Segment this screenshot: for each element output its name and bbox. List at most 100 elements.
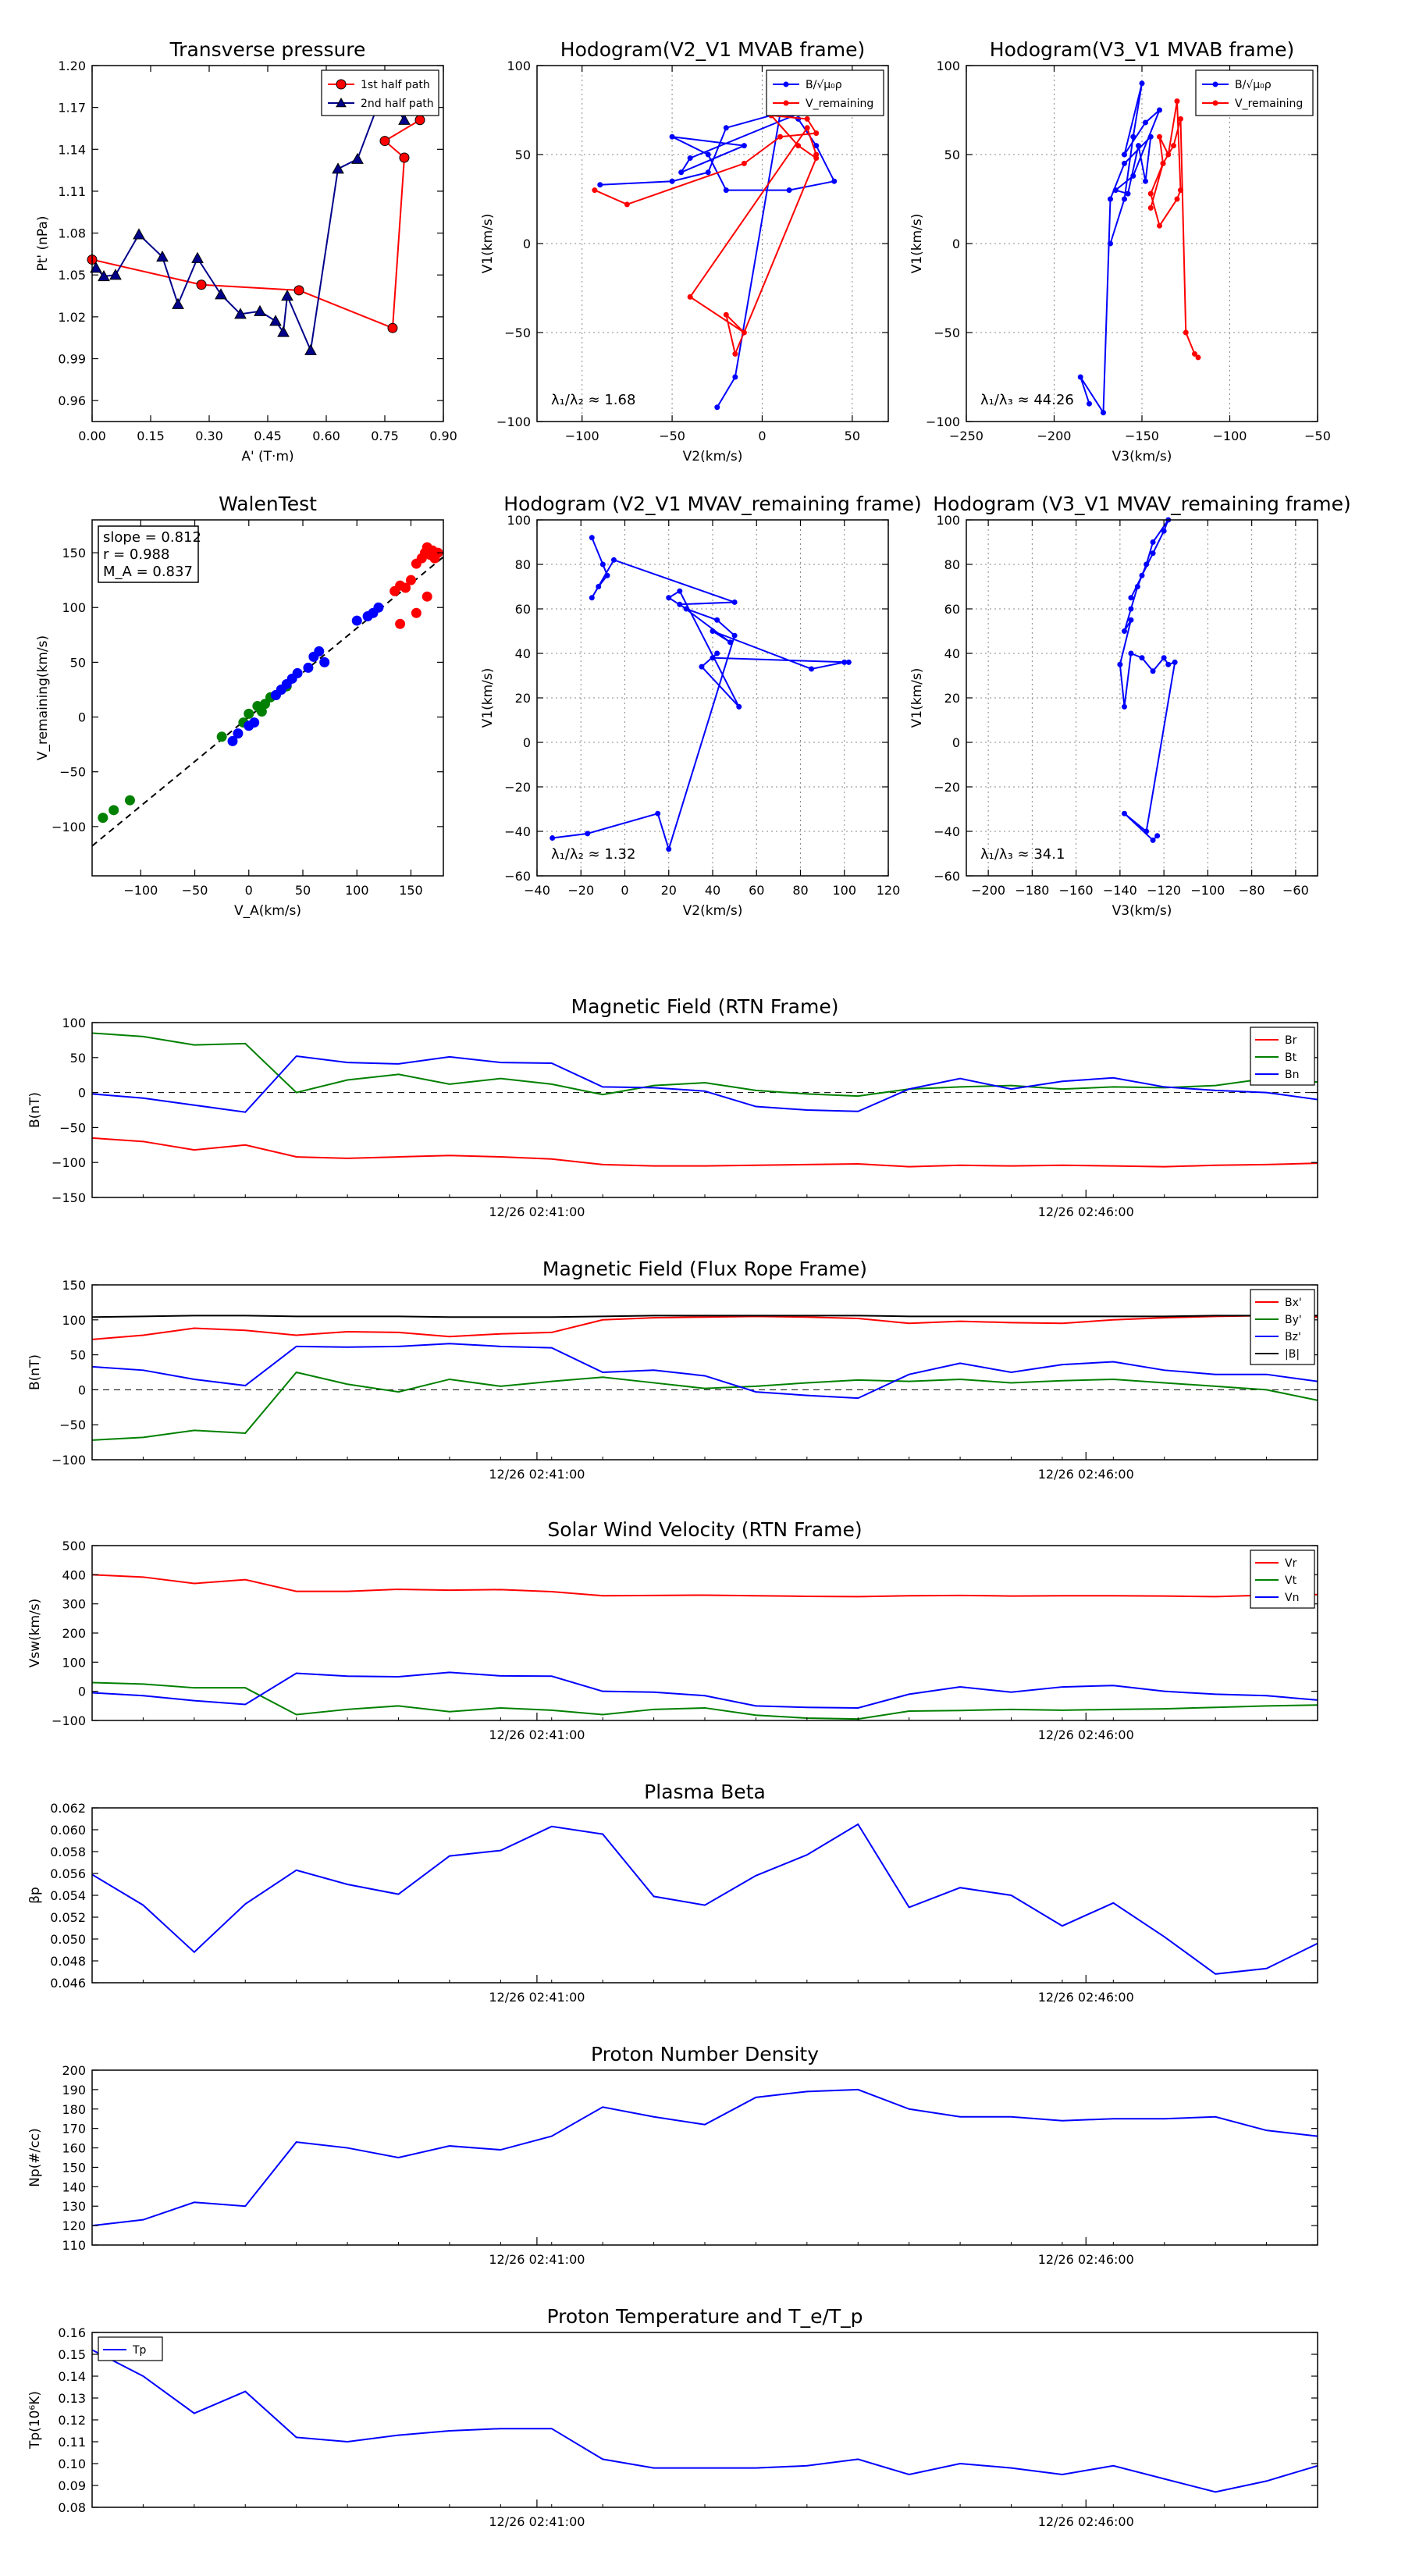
data-point (332, 162, 344, 174)
y-tick-label: 400 (62, 1567, 86, 1582)
series-line-Br (91, 1137, 1318, 1168)
y-tick-label: 0.056 (50, 1866, 86, 1881)
x-tick-label: 80 (792, 883, 808, 898)
y-tick-label: −100 (52, 1155, 86, 1170)
data-point (293, 285, 304, 296)
data-point (1157, 133, 1162, 140)
chart-title: Proton Number Density (591, 2043, 819, 2065)
data-point (1192, 350, 1197, 357)
data-point (234, 308, 247, 319)
x-tick-label: −100 (565, 429, 599, 443)
data-point (156, 250, 169, 262)
eigenvalue-ratio-label: λ₁/λ₃ ≈ 44.26 (980, 392, 1074, 408)
data-point (1178, 116, 1183, 122)
y-tick-label: −100 (926, 415, 960, 429)
data-point (1171, 143, 1176, 149)
y-axis-label: V_remaining(km/s) (35, 635, 51, 760)
data-point (1161, 655, 1167, 661)
x-axis-label: V3(km/s) (1112, 903, 1172, 919)
data-point (351, 152, 364, 164)
data-point (732, 350, 738, 357)
y-tick-label: 80 (944, 557, 960, 572)
y-axis-label: V1(km/s) (909, 668, 925, 728)
y-tick-label: −100 (52, 1713, 86, 1728)
y-tick-label: 40 (515, 646, 531, 661)
y-tick-label: 0.16 (58, 2325, 86, 2340)
y-tick-label: 1.11 (58, 184, 86, 199)
chart-h4: −200 −180 −160 −140 −120 −100 −80 −60−60−40−200… (909, 493, 1351, 919)
y-tick-label: 0 (952, 735, 960, 750)
data-point (705, 169, 711, 176)
data-point (777, 133, 784, 140)
y-tick-label: 1.05 (58, 268, 86, 283)
x-tick-label: −120 (1147, 883, 1181, 898)
x-tick-label: 12/26 02:41:00 (489, 1467, 585, 1482)
y-tick-label: 150 (62, 2160, 86, 2175)
series-line-Bz' (91, 1343, 1318, 1400)
data-point (319, 656, 330, 667)
data-point (585, 831, 591, 837)
x-tick-label: 0 (758, 429, 766, 443)
data-point (741, 143, 747, 149)
x-tick-label: 0.45 (254, 429, 282, 443)
legend-label: V_remaining (1235, 98, 1303, 110)
axes-frame (91, 1807, 1318, 1984)
data-point (254, 304, 266, 316)
data-point (1165, 151, 1172, 158)
y-tick-label: −150 (52, 1190, 86, 1205)
x-tick-label: −40 (524, 883, 550, 898)
data-point (714, 617, 720, 623)
y-tick-label: 80 (515, 557, 531, 572)
x-tick-label: 0.15 (137, 429, 165, 443)
legend (766, 69, 884, 116)
data-point (379, 136, 390, 147)
x-tick-label: 12/26 02:41:00 (489, 1727, 585, 1742)
x-axis-label: V2(km/s) (683, 903, 743, 919)
y-axis-label: Np(#/cc) (27, 2128, 43, 2186)
x-tick-label: 0 (621, 883, 628, 898)
data-point (1125, 190, 1131, 197)
series-line-1 (91, 119, 421, 329)
data-point (1150, 539, 1156, 545)
legend-label: Bn (1285, 1069, 1299, 1081)
data-point (736, 703, 742, 710)
data-point (1147, 205, 1154, 211)
x-tick-label: −100 (123, 883, 158, 898)
y-tick-label: 130 (62, 2199, 86, 2214)
chart-pb: 0.046 0.048 0.050 0.052 0.054 0.056 0.058 0.060… (27, 1781, 1318, 2005)
y-tick-label: 0.060 (50, 1823, 86, 1838)
data-point (1139, 80, 1145, 87)
axes-frame (91, 1545, 1318, 1721)
y-tick-label: 0 (952, 237, 960, 251)
data-point (109, 269, 122, 280)
data-point (677, 588, 683, 594)
series-line-1 (1119, 519, 1176, 841)
x-tick-label: 50 (845, 429, 860, 443)
data-point (304, 343, 317, 355)
data-point (678, 169, 685, 176)
chart-title: Hodogram(V2_V1 MVAB frame) (560, 38, 865, 61)
y-axis-label: V1(km/s) (909, 214, 925, 274)
data-point (597, 182, 603, 188)
data-point (395, 618, 406, 629)
data-point (1108, 196, 1113, 202)
y-tick-label: 0.052 (50, 1910, 86, 1925)
x-tick-label: −100 (1190, 883, 1225, 898)
series-line-1 (599, 107, 836, 408)
data-point (714, 404, 720, 411)
data-point (687, 294, 693, 300)
y-tick-label: 60 (515, 602, 531, 617)
y-tick-label: 0 (78, 1086, 86, 1101)
y-tick-label: 100 (507, 59, 531, 73)
x-tick-label: −50 (659, 429, 685, 443)
data-point (233, 728, 244, 739)
chart-h3: −40 −20 0 20 40 60 80 100 120−60−40−200204060801… (480, 493, 922, 919)
data-point (710, 655, 716, 661)
legend-label: B/√μ₀ρ (1235, 79, 1272, 91)
chart-pnd: 110 120 130 140 150 160 170 180 190 200 12/26 02:4… (27, 2043, 1318, 2267)
data-point (604, 572, 610, 578)
data-point (804, 116, 810, 122)
legend (1195, 69, 1314, 116)
chart-title: Magnetic Field (Flux Rope Frame) (542, 1258, 867, 1280)
x-tick-label: 12/26 02:41:00 (489, 1204, 585, 1219)
